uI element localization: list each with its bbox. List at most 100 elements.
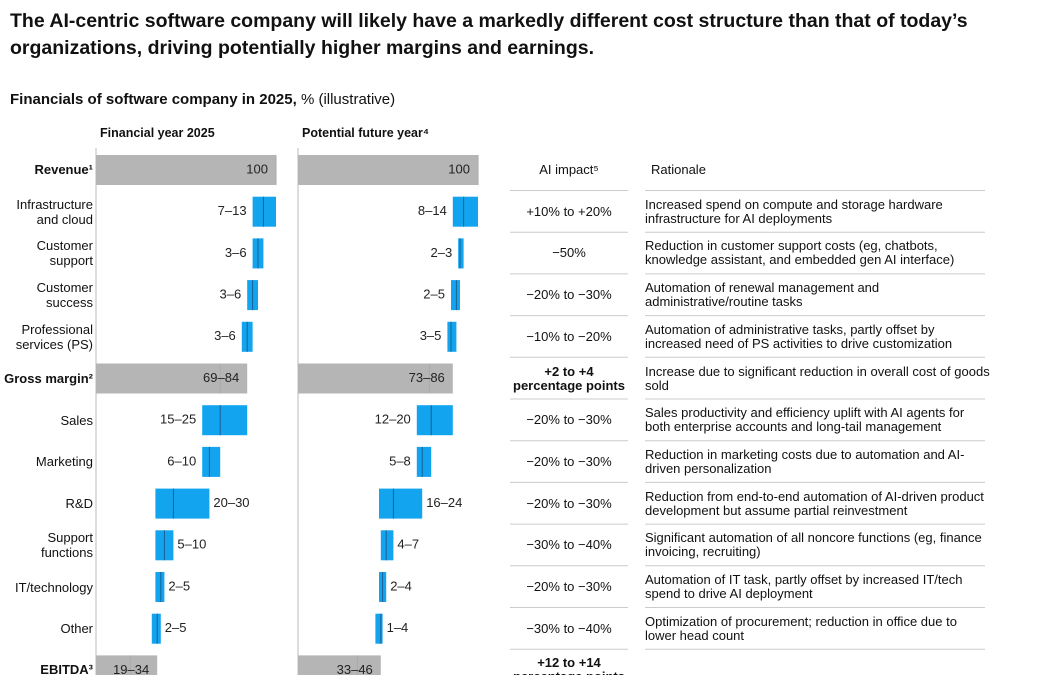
value-label: 3–5 <box>420 328 442 343</box>
table-header: Rationale <box>651 162 706 177</box>
cost-bar <box>258 238 264 269</box>
value-label: 100 <box>448 161 470 176</box>
subtitle-wrap: Financials of software company in 2025, … <box>10 91 395 108</box>
total-bar <box>298 155 478 185</box>
title: The AI-centric software company will lik… <box>10 10 968 59</box>
category-label: EBITDA³ <box>40 662 93 675</box>
category-label: R&D <box>65 496 93 512</box>
value-label: 16–24 <box>426 495 462 510</box>
category-label: Marketing <box>35 454 93 470</box>
rationale: Reduction in marketing costs due to auto… <box>645 446 965 476</box>
value-label: 1–4 <box>387 620 409 635</box>
value-label: 69–84 <box>203 370 239 385</box>
ai-impact: −20% to −30% <box>526 495 612 511</box>
ai-impact: −20% to −30% <box>526 453 612 469</box>
category-label: Infrastructure and cloud <box>16 196 93 227</box>
total-bar <box>96 655 158 675</box>
cost-bar <box>247 321 253 352</box>
cost-range <box>252 196 264 227</box>
category-label: Support functions <box>40 530 93 561</box>
cost-range <box>416 446 423 477</box>
cost-range <box>380 530 387 561</box>
value-label: 3–6 <box>225 245 247 260</box>
value-label: 20–30 <box>213 495 249 510</box>
cost-bar <box>173 488 210 519</box>
value-label: 7–13 <box>218 203 247 218</box>
value-label: 2–5 <box>168 578 190 593</box>
cost-range <box>247 280 253 311</box>
ai-impact: −20% to −30% <box>526 412 612 428</box>
value-label: 100 <box>246 161 268 176</box>
cost-bar <box>422 446 432 477</box>
cost-range <box>252 238 258 269</box>
rationale: Automation of administrative tasks, part… <box>645 321 953 351</box>
ai-impact: −20% to −30% <box>526 287 612 303</box>
ai-impact: −10% to −20% <box>526 328 612 344</box>
rationale: Increase due to significant reduction in… <box>645 363 990 393</box>
cost-range <box>458 238 460 269</box>
value-label: 15–25 <box>160 412 196 427</box>
cost-bar <box>380 613 383 644</box>
cost-bar <box>456 280 460 311</box>
value-label: 4–7 <box>397 537 419 552</box>
value-label: 33–46 <box>337 662 373 675</box>
ai-impact: +2 to +4 percentage points <box>513 363 625 393</box>
value-label: 12–20 <box>375 412 411 427</box>
cost-bar <box>209 446 221 477</box>
subtitle-note: % (illustrative) <box>300 91 396 108</box>
rationale: Sales productivity and efficiency uplift… <box>645 405 965 435</box>
value-label: 5–10 <box>177 537 206 552</box>
cost-bar <box>393 488 423 519</box>
total-bar <box>96 363 248 394</box>
category-label: Other <box>60 621 93 637</box>
category-label: Sales <box>60 412 93 428</box>
cost-range <box>447 321 451 352</box>
cost-bar <box>460 238 464 269</box>
cost-range <box>151 613 158 644</box>
total-bar <box>298 363 453 394</box>
total-bar <box>96 155 276 185</box>
category-label: Professional services (PS) <box>15 321 93 352</box>
rationale: Reduction in customer support costs (eg,… <box>645 238 955 268</box>
category-label: Customer success <box>36 280 93 311</box>
cost-bar <box>157 613 161 644</box>
value-label: 2–5 <box>165 620 187 635</box>
ai-impact: −30% to −40% <box>526 620 612 636</box>
cost-bar <box>164 530 174 561</box>
value-label: 8–14 <box>418 203 447 218</box>
cost-bar <box>252 280 258 311</box>
ai-impact: −30% to −40% <box>526 537 612 553</box>
category-label: Revenue¹ <box>34 162 93 177</box>
cost-range <box>379 488 394 519</box>
rationale: Reduction from end-to-end automation of … <box>645 488 984 518</box>
value-label: 3–6 <box>219 287 241 302</box>
cost-range <box>155 572 161 602</box>
value-label: 3–6 <box>214 328 236 343</box>
cost-bar <box>463 196 478 227</box>
cost-range <box>155 488 174 519</box>
value-label: 73–86 <box>409 370 445 385</box>
cost-bar <box>451 321 457 352</box>
category-label: Customer support <box>36 238 93 269</box>
ai-impact: +12 to +14 percentage points <box>513 655 625 675</box>
rationale: Automation of IT task, partly offset by … <box>645 572 963 601</box>
value-label: 2–4 <box>390 578 412 593</box>
ai-impact: −50% <box>552 245 586 261</box>
cost-bar <box>386 530 394 561</box>
cost-range <box>202 405 221 436</box>
subtitle: Financials of software company in 2025, <box>10 91 297 108</box>
rationale: Significant automation of all noncore fu… <box>645 530 982 560</box>
ai-impact: −20% to −30% <box>526 579 612 594</box>
cost-bar <box>160 572 165 602</box>
cost-range <box>451 280 457 311</box>
table-header: AI impact⁵ <box>539 162 599 177</box>
chart-title: Financial year 2025 <box>100 126 215 140</box>
cost-bar <box>382 572 387 602</box>
value-label: 19–34 <box>113 662 149 675</box>
value-label: 5–8 <box>389 453 411 468</box>
cost-range <box>416 405 432 436</box>
category-label: IT/technology <box>14 579 93 595</box>
cost-bar <box>431 405 453 436</box>
